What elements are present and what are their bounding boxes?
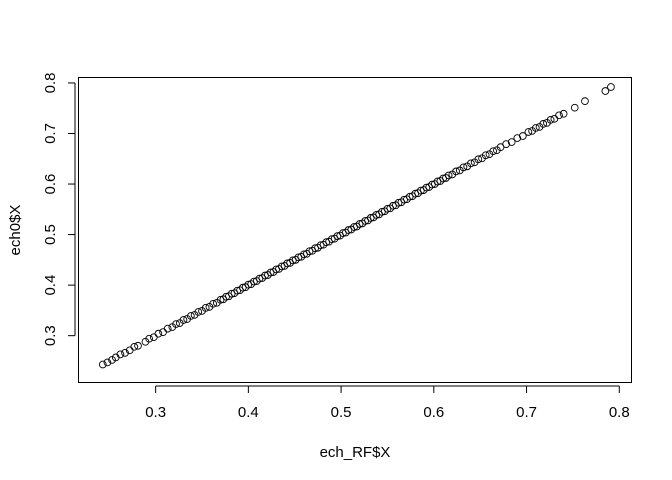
y-tick-label: 0.4: [42, 275, 59, 296]
data-point: [130, 342, 139, 351]
data-point: [539, 120, 548, 128]
data-point: [452, 167, 460, 176]
data-point: [187, 312, 195, 320]
data-point: [172, 320, 180, 328]
data-point: [481, 151, 490, 160]
data-point: [116, 350, 125, 359]
y-tick-label: 0.6: [42, 174, 59, 195]
x-axis: 0.3 0.4 0.5 0.6 0.7 0.8: [145, 385, 630, 421]
data-point: [546, 115, 555, 124]
data-point: [489, 147, 498, 156]
plot-area-frame: [78, 77, 632, 383]
y-tick-label: 0.8: [42, 73, 59, 94]
data-point: [607, 83, 615, 91]
data-point: [467, 159, 475, 168]
data-point: [581, 97, 589, 105]
y-tick-label: 0.5: [42, 224, 59, 245]
data-point: [134, 341, 142, 350]
data-point: [531, 124, 540, 132]
x-axis-title: ech_RF$X: [320, 444, 391, 461]
data-point: [121, 349, 129, 357]
data-point: [149, 333, 158, 342]
data-point: [555, 111, 563, 120]
data-point: [444, 171, 453, 180]
data-point: [570, 103, 579, 112]
data-point: [513, 134, 522, 142]
data-point: [459, 163, 468, 172]
data-point: [163, 324, 172, 333]
data-point: [518, 132, 527, 140]
data-point: [154, 329, 163, 338]
x-tick-label: 0.4: [238, 404, 259, 421]
data-point: [201, 304, 210, 312]
data-point: [145, 334, 154, 343]
data-point: [194, 308, 203, 316]
data-point: [507, 138, 516, 146]
x-tick-label: 0.6: [423, 404, 444, 421]
data-point: [103, 358, 112, 367]
x-tick-label: 0.8: [609, 404, 630, 421]
y-tick-label: 0.3: [42, 325, 59, 346]
data-point: [159, 328, 167, 336]
data-point: [502, 140, 511, 148]
x-tick-label: 0.7: [516, 404, 537, 421]
data-point: [209, 299, 217, 308]
y-axis-title: ech0$X: [7, 205, 24, 256]
data-point: [524, 128, 533, 136]
data-point: [474, 155, 483, 164]
data-point: [559, 109, 568, 118]
data-point: [442, 174, 450, 182]
x-tick-label: 0.3: [145, 404, 166, 421]
x-tick-label: 0.5: [331, 404, 352, 421]
y-tick-label: 0.7: [42, 123, 59, 144]
data-point: [179, 316, 188, 324]
data-points: [98, 83, 615, 369]
y-axis: 0.3 0.4 0.5 0.6 0.7 0.8: [42, 73, 76, 346]
data-point: [98, 360, 107, 369]
data-point: [601, 87, 610, 95]
